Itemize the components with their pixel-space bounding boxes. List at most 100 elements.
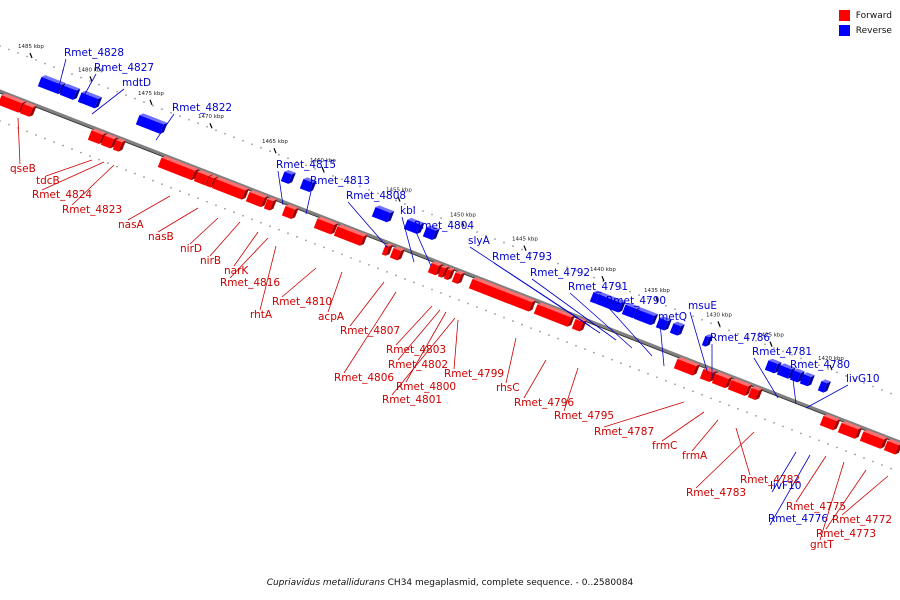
forward-gene-label: frmC bbox=[652, 440, 677, 452]
scale-dot bbox=[881, 464, 883, 466]
scale-dot bbox=[755, 339, 757, 342]
scale-dot bbox=[98, 158, 100, 161]
scale-dot bbox=[827, 443, 829, 445]
reverse-gene-face bbox=[655, 317, 668, 331]
reverse-leader bbox=[769, 454, 811, 526]
forward-gene-face bbox=[443, 269, 452, 280]
reverse-gene-face bbox=[37, 76, 62, 95]
reverse-gene-face bbox=[817, 381, 828, 393]
scale-dot bbox=[449, 295, 451, 298]
reverse-gene bbox=[371, 205, 395, 223]
forward-gene-label: Rmet_4782 bbox=[740, 474, 800, 486]
reverse-gene-face bbox=[701, 335, 710, 347]
reverse-gene-top bbox=[659, 316, 672, 322]
forward-gene bbox=[711, 372, 733, 389]
reverse-gene-top bbox=[637, 307, 659, 316]
forward-gene bbox=[211, 177, 250, 200]
reverse-gene bbox=[299, 177, 317, 193]
scale-dot bbox=[818, 364, 820, 367]
reverse-gene-face bbox=[280, 171, 292, 184]
forward-gene-side bbox=[447, 268, 456, 280]
scale-dot bbox=[845, 375, 847, 377]
forward-gene-top bbox=[23, 102, 37, 108]
scale-dot bbox=[197, 122, 199, 125]
scale-dot bbox=[872, 460, 874, 463]
scale-dot bbox=[314, 242, 316, 245]
reverse-gene-top bbox=[426, 225, 440, 231]
reverse-gene-top bbox=[81, 90, 103, 100]
forward-gene-face bbox=[100, 135, 114, 149]
scale-dot bbox=[791, 428, 793, 431]
forward-gene-face bbox=[211, 178, 246, 200]
forward-gene-side bbox=[441, 266, 450, 278]
legend-swatch-forward bbox=[838, 10, 850, 21]
scale-dot bbox=[8, 123, 10, 126]
forward-gene-top bbox=[441, 265, 450, 269]
scale-dot bbox=[773, 421, 775, 424]
forward-gene-side bbox=[241, 188, 250, 200]
forward-gene-top bbox=[393, 246, 405, 252]
scale-dot bbox=[782, 350, 784, 353]
scale-dot bbox=[467, 302, 469, 305]
scale-dot bbox=[728, 329, 730, 332]
scale-tick-label: 1475 kbp bbox=[138, 91, 164, 97]
reverse-gene bbox=[135, 113, 168, 134]
scale-dot bbox=[269, 225, 271, 228]
reverse-gene-top bbox=[303, 177, 317, 183]
reverse-gene-side bbox=[386, 211, 395, 223]
forward-gene-label: Rmet_4824 bbox=[32, 189, 92, 201]
forward-gene-label: Rmet_4772 bbox=[832, 514, 892, 526]
reverse-gene-face bbox=[422, 227, 436, 240]
scale-dot bbox=[206, 200, 208, 203]
reverse-gene-face bbox=[59, 85, 77, 100]
forward-gene bbox=[313, 216, 339, 235]
scale-dot bbox=[719, 400, 721, 403]
forward-gene bbox=[263, 197, 277, 211]
scale-dot bbox=[17, 52, 19, 54]
scale-dot bbox=[728, 404, 730, 407]
scale-dot bbox=[800, 432, 802, 435]
forward-gene-face bbox=[571, 319, 583, 332]
scale-dot bbox=[449, 220, 451, 223]
scale-tick-mark bbox=[829, 364, 833, 371]
reverse-gene-label: Rmet_4791 bbox=[568, 281, 628, 293]
scale-dot bbox=[71, 73, 73, 75]
forward-gene-face bbox=[819, 415, 837, 431]
reverse-gene-label: mdtD bbox=[122, 77, 151, 89]
forward-leader bbox=[343, 291, 397, 374]
legend-item-forward: Forward bbox=[838, 8, 892, 23]
reverse-gene-label: livG10 bbox=[846, 373, 880, 385]
forward-leader bbox=[691, 419, 719, 452]
backbone-line bbox=[0, 89, 900, 444]
scale-dot bbox=[233, 136, 235, 139]
forward-gene-label: Rmet_4802 bbox=[388, 359, 448, 371]
scale-dot bbox=[539, 330, 541, 333]
reverse-gene-face bbox=[299, 179, 313, 193]
scale-dot bbox=[665, 379, 667, 382]
forward-gene bbox=[333, 224, 368, 246]
reverse-gene bbox=[59, 83, 81, 100]
reverse-gene-label: Rmet_4786 bbox=[710, 332, 770, 344]
scale-dot bbox=[602, 355, 604, 358]
scale-dot bbox=[539, 255, 541, 258]
reverse-gene-label: Rmet_4822 bbox=[172, 102, 232, 114]
reverse-gene bbox=[655, 316, 672, 331]
scale-tick-mark bbox=[397, 196, 401, 202]
forward-gene-face bbox=[747, 387, 759, 400]
forward-gene bbox=[819, 414, 841, 431]
forward-leader bbox=[281, 267, 317, 298]
reverse-gene bbox=[817, 379, 831, 393]
scale-dot bbox=[332, 174, 334, 177]
reverse-gene-top bbox=[625, 302, 641, 309]
scale-dot bbox=[107, 162, 109, 165]
reverse-gene-top bbox=[705, 334, 714, 338]
scale-dot bbox=[674, 308, 676, 311]
reverse-gene-label: Rmet_4815 bbox=[276, 159, 336, 171]
scale-dot bbox=[737, 407, 739, 410]
scale-dot bbox=[746, 411, 748, 414]
forward-gene-side bbox=[755, 388, 763, 400]
scale-dot bbox=[323, 246, 325, 249]
forward-gene-side bbox=[359, 234, 368, 246]
scale-dot bbox=[350, 256, 352, 259]
forward-gene-side bbox=[385, 244, 394, 256]
